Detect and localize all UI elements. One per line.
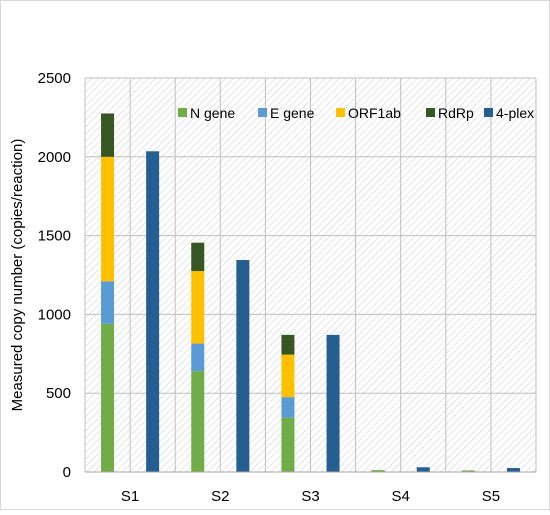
bar-orf1ab (101, 156, 115, 282)
legend-swatch (258, 108, 267, 117)
legend-swatch (336, 108, 345, 117)
bar-e-gene (101, 281, 115, 324)
y-tick-label: 1500 (38, 228, 71, 245)
bar-n-gene (461, 470, 475, 472)
y-tick-label: 0 (63, 464, 71, 481)
legend-label: RdRp (438, 105, 474, 121)
bar-orf1ab (281, 354, 295, 398)
x-tick-label: S4 (392, 488, 410, 505)
x-tick-label: S3 (301, 488, 319, 505)
bar-e-gene (191, 343, 205, 372)
bar-4-plex (416, 467, 430, 472)
bar-e-gene (281, 397, 295, 418)
legend-swatch (178, 108, 187, 117)
axis-layer: 0 500 1000 1500 2000 2500 S1 S2 S3 S4 S5 (38, 70, 536, 505)
legend-label: N gene (190, 105, 235, 121)
bar-n-gene (371, 470, 385, 472)
x-tick-label: S1 (121, 488, 139, 505)
y-tick-label: 2000 (38, 149, 71, 166)
x-tick-label: S5 (482, 488, 500, 505)
legend-swatch (484, 108, 493, 117)
legend-label: ORF1ab (348, 105, 401, 121)
legend-label: 4-plex (496, 105, 534, 121)
x-tick-label: S2 (211, 488, 229, 505)
bar-n-gene (281, 417, 295, 472)
bar-rdrp (281, 334, 295, 355)
legend-label: E gene (270, 105, 315, 121)
bar-4-plex (506, 468, 520, 472)
bar-orf1ab (191, 271, 205, 344)
bar-4-plex (146, 151, 160, 472)
y-tick-label: 500 (46, 385, 71, 402)
bar-4-plex (236, 260, 250, 472)
bar-4-plex (326, 334, 340, 472)
y-axis-label: Measured copy number (copies/reaction) (9, 139, 26, 412)
bars-layer (101, 113, 520, 472)
legend: N gene E gene ORF1ab RdRp 4-plex (178, 105, 534, 121)
bar-rdrp (191, 242, 205, 272)
legend-swatch (426, 108, 435, 117)
bar-rdrp (101, 113, 115, 157)
y-tick-label: 1000 (38, 306, 71, 323)
bar-n-gene (101, 323, 115, 472)
y-tick-label: 2500 (38, 70, 71, 87)
bar-n-gene (191, 371, 205, 472)
